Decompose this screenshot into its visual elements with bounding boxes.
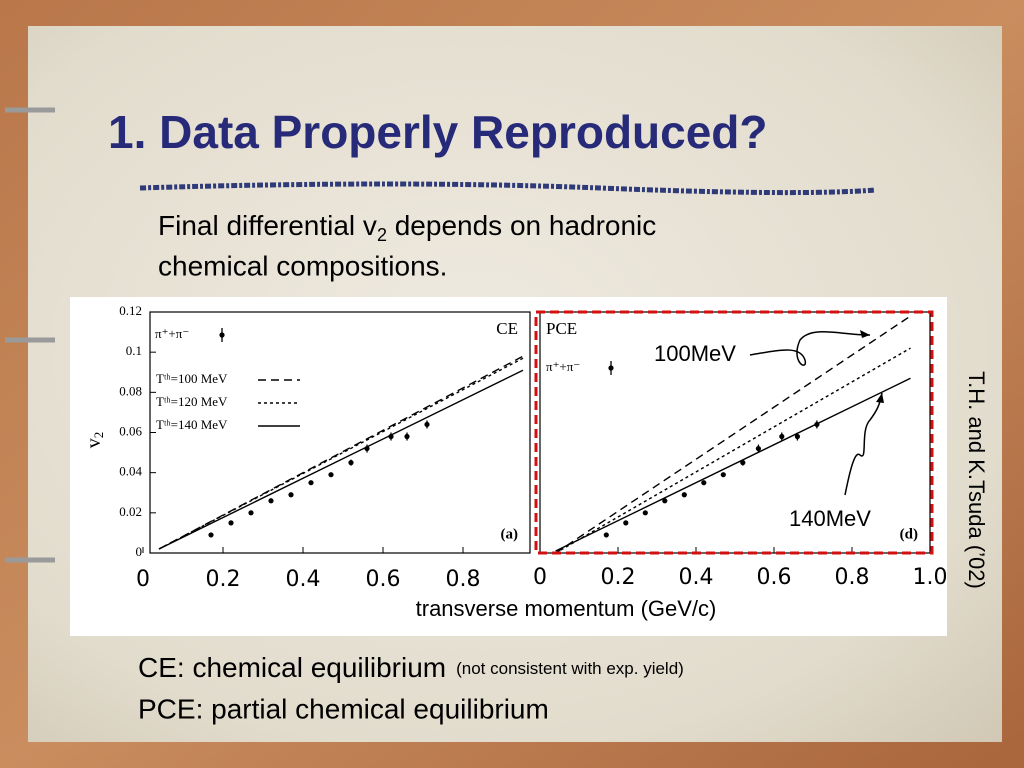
series-line <box>555 315 911 554</box>
corner-label: (d) <box>900 526 918 542</box>
data-point <box>740 460 746 466</box>
plots: 0 0.02 0.04 0.06 0.08 0.1 0.12 0 0.2 0.4 0.6 0.8 v2 C… <box>83 303 948 592</box>
credit: T.H. and K.Tsuda (’02) <box>964 371 989 589</box>
x-tick-label: 0.6 <box>757 565 792 590</box>
x-axis-label: transverse momentum (GeV/c) <box>416 596 717 621</box>
chart-panel: 0 0.2 0.4 0.6 0.8 1.0 PCE (d) π⁺+π⁻ 100MeV 140MeV <box>533 311 948 590</box>
data-point <box>755 445 762 452</box>
x-tick-label: 1.0 <box>913 565 948 590</box>
data-point <box>623 520 629 526</box>
data-point <box>681 492 687 498</box>
arrowhead <box>860 330 870 338</box>
legend-label: Tᵗʰ=120 MeV <box>156 394 228 409</box>
series-line <box>158 357 524 550</box>
legend-label: Tᵗʰ=140 MeV <box>156 417 228 432</box>
arrowhead <box>876 393 884 403</box>
x-tick-label: 0.6 <box>366 567 401 592</box>
intro-line-2: chemical compositions. <box>158 250 447 281</box>
note-small: (not consistent with exp. yield) <box>456 659 684 678</box>
data-point <box>228 520 234 526</box>
series-line <box>555 347 911 554</box>
intro-line-1: Final differential v2 depends on hadroni… <box>158 210 656 244</box>
data-point <box>364 445 370 452</box>
data-point <box>208 532 214 538</box>
y-tick-label: 0.1 <box>126 343 142 358</box>
panel-label: CE <box>496 319 518 338</box>
y-tick-label: 0.08 <box>119 383 142 398</box>
y-axis-label: v2 <box>83 432 106 449</box>
data-point <box>662 498 668 504</box>
y-tick-label: 0.04 <box>119 464 142 479</box>
data-point <box>328 472 334 478</box>
corner-label: (a) <box>501 526 519 542</box>
y-label-text: v <box>83 438 105 448</box>
legend-marker <box>219 332 225 338</box>
annotation-arrow <box>844 392 883 496</box>
note-main: CE: chemical equilibrium <box>138 652 446 683</box>
x-tick-label: 0.2 <box>206 567 241 592</box>
y-tick-label: 0.12 <box>119 303 142 318</box>
intro-text: Final differential v <box>158 210 377 241</box>
data-point <box>779 433 785 440</box>
data-point <box>388 433 394 440</box>
y-tick-label: 0 <box>136 544 143 559</box>
data-point <box>603 532 609 538</box>
title-underline <box>139 181 876 196</box>
legend-label: π⁺+π⁻ <box>546 359 580 374</box>
data-point <box>814 421 820 428</box>
legend-label: π⁺+π⁻ <box>155 326 189 341</box>
y-tick-label: 0.02 <box>119 504 142 519</box>
figure-panel <box>70 297 947 636</box>
annotation: 100MeV <box>654 341 736 366</box>
data-point <box>701 480 707 486</box>
x-tick-label: 0 <box>533 565 547 590</box>
x-tick-label: 0.2 <box>601 565 636 590</box>
data-point <box>424 421 430 428</box>
data-point <box>288 492 294 498</box>
annotation-arrow <box>749 330 871 366</box>
x-tick-label: 0.8 <box>446 567 481 592</box>
chart-panel: 0 0.02 0.04 0.06 0.08 0.1 0.12 0 0.2 0.4 0.6 0.8 v2 C… <box>83 303 531 592</box>
data-point <box>720 472 726 478</box>
legend-marker <box>608 365 614 371</box>
slide-title: 1. Data Properly Reproduced? <box>108 106 768 158</box>
highlight-box <box>534 310 934 555</box>
x-tick-label: 0.8 <box>835 565 870 590</box>
data-point <box>404 433 410 440</box>
intro-subscript: 2 <box>377 225 387 245</box>
annotation: 140MeV <box>789 506 871 531</box>
panel-label: PCE <box>546 319 577 338</box>
series-line <box>158 369 524 550</box>
y-tick-label: 0.06 <box>119 423 142 438</box>
y-label-sub: 2 <box>91 432 106 439</box>
data-point <box>248 510 254 516</box>
x-tick-label: 0.4 <box>679 565 714 590</box>
data-point <box>642 510 648 516</box>
data-point <box>308 480 314 486</box>
note-2: PCE: partial chemical equilibrium <box>138 693 549 724</box>
intro-text: depends on hadronic <box>387 210 656 241</box>
x-tick-label: 0 <box>136 567 150 592</box>
binder-rings <box>5 107 55 563</box>
x-tick-label: 0.4 <box>286 567 321 592</box>
note-1: CE: chemical equilibrium (not consistent … <box>138 652 684 683</box>
data-point <box>268 498 274 504</box>
series-line <box>555 377 911 552</box>
data-point <box>348 460 354 466</box>
legend-label: Tᵗʰ=100 MeV <box>156 371 228 386</box>
data-point <box>794 433 801 440</box>
